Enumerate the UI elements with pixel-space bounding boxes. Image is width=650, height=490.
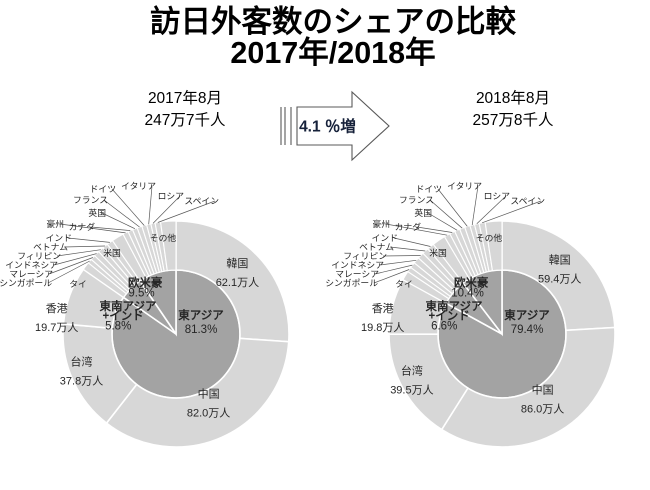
svg-text:インド: インド	[46, 233, 72, 243]
svg-text:59.4万人: 59.4万人	[538, 272, 581, 285]
svg-text:9.5%: 9.5%	[128, 287, 154, 299]
svg-text:その他: その他	[150, 232, 177, 243]
svg-text:4.1 ％増: 4.1 ％増	[299, 117, 356, 136]
svg-text:ドイツ: ドイツ	[416, 184, 442, 194]
svg-text:2018年8月: 2018年8月	[476, 89, 550, 107]
svg-text:台湾: 台湾	[401, 363, 423, 377]
svg-text:フランス: フランス	[399, 195, 434, 205]
svg-text:英国: 英国	[88, 207, 106, 218]
svg-text:インド: インド	[372, 233, 398, 243]
svg-text:81.3%: 81.3%	[185, 324, 218, 336]
svg-text:東アジア: 東アジア	[178, 308, 224, 322]
svg-text:カナダ: カナダ	[395, 221, 422, 232]
svg-text:82.0万人: 82.0万人	[187, 407, 230, 420]
svg-text:マレーシア: マレーシア	[335, 269, 379, 279]
svg-text:247万7千人: 247万7千人	[145, 111, 226, 129]
svg-text:中国: 中国	[532, 383, 554, 396]
svg-text:タイ: タイ	[395, 279, 413, 289]
svg-text:39.5万人: 39.5万人	[390, 383, 433, 396]
svg-text:香港: 香港	[46, 302, 68, 315]
svg-text:その他: その他	[476, 232, 503, 243]
svg-text:257万8千人: 257万8千人	[473, 111, 554, 129]
svg-text:フィリピン: フィリピン	[17, 251, 61, 261]
svg-text:香港: 香港	[372, 302, 394, 315]
svg-text:中国: 中国	[198, 388, 220, 401]
svg-text:5.8%: 5.8%	[105, 321, 131, 333]
svg-text:フランス: フランス	[73, 195, 108, 205]
svg-text:東アジア: 東アジア	[504, 308, 550, 322]
svg-text:2017年/2018年: 2017年/2018年	[230, 36, 435, 70]
svg-text:インドネシア: インドネシア	[331, 260, 384, 270]
svg-text:79.4%: 79.4%	[511, 324, 544, 336]
svg-text:インドネシア: インドネシア	[5, 260, 58, 270]
svg-text:ロシア: ロシア	[158, 191, 185, 201]
svg-text:19.7万人: 19.7万人	[35, 321, 78, 334]
svg-text:2017年8月: 2017年8月	[148, 89, 222, 107]
svg-text:10.4%: 10.4%	[451, 287, 484, 299]
svg-text:ドイツ: ドイツ	[90, 184, 116, 194]
svg-text:韓国: 韓国	[549, 253, 571, 266]
svg-text:米国: 米国	[429, 247, 447, 258]
svg-text:ベトナム: ベトナム	[33, 242, 68, 252]
svg-text:スペイン: スペイン	[184, 196, 219, 206]
svg-text:韓国: 韓国	[226, 257, 248, 270]
svg-text:フィリピン: フィリピン	[343, 251, 387, 261]
svg-text:豪州: 豪州	[46, 218, 64, 229]
svg-text:タイ: タイ	[69, 279, 87, 289]
svg-text:シンガポール: シンガポール	[0, 278, 52, 288]
svg-text:マレーシア: マレーシア	[9, 269, 53, 279]
svg-text:ロシア: ロシア	[484, 191, 511, 201]
svg-text:カナダ: カナダ	[69, 221, 96, 232]
svg-text:台湾: 台湾	[71, 355, 93, 369]
svg-text:86.0万人: 86.0万人	[521, 402, 564, 415]
svg-text:米国: 米国	[103, 247, 121, 258]
svg-text:イタリア: イタリア	[121, 181, 156, 191]
svg-text:ベトナム: ベトナム	[359, 242, 394, 252]
svg-text:37.8万人: 37.8万人	[60, 375, 103, 388]
svg-text:イタリア: イタリア	[447, 181, 482, 191]
svg-text:訪日外客数のシェアの比較: 訪日外客数のシェアの比較	[150, 4, 516, 39]
svg-text:シンガポール: シンガポール	[325, 278, 378, 288]
svg-text:62.1万人: 62.1万人	[216, 276, 259, 289]
svg-text:19.8万人: 19.8万人	[361, 321, 404, 334]
svg-text:6.6%: 6.6%	[431, 321, 457, 333]
svg-text:英国: 英国	[414, 207, 432, 218]
svg-text:豪州: 豪州	[372, 218, 390, 229]
svg-text:スペイン: スペイン	[510, 196, 545, 206]
